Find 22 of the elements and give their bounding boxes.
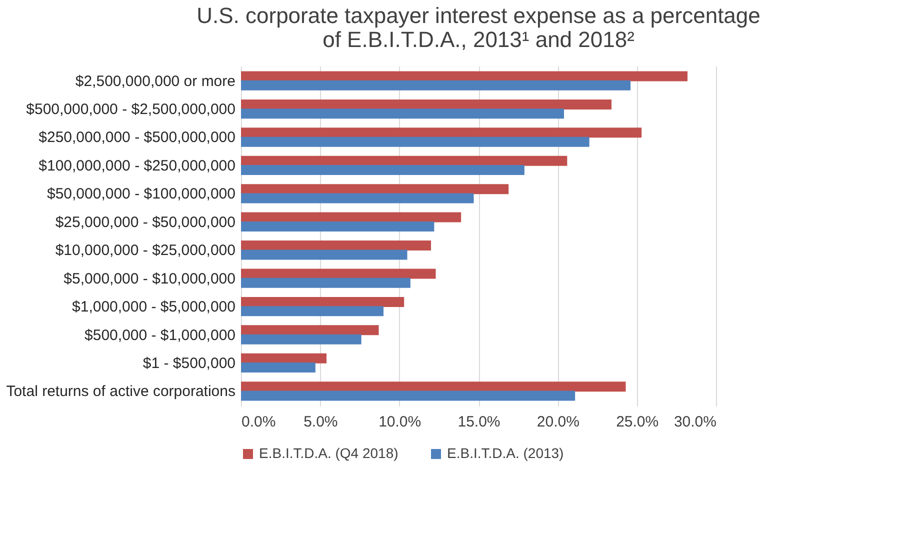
x-tick-label: 10.0%: [378, 414, 422, 430]
legend-label: E.B.I.T.D.A. (2013): [447, 445, 564, 461]
y-tick-label: $2,500,000,000 or more: [75, 72, 236, 90]
y-tick-label: $500,000 - $1,000,000: [84, 326, 236, 344]
y-tick-label: $500,000,000 - $2,500,000,000: [26, 101, 236, 118]
y-tick-label: Total returns of active corporations: [6, 383, 236, 400]
x-tick-label: 25.0%: [616, 414, 659, 430]
y-tick-label: $25,000,000 - $50,000,000: [55, 214, 236, 231]
y-tick-label: $1 - $500,000: [142, 354, 236, 372]
x-tick-label: 30.0%: [674, 414, 716, 430]
y-tick-label: $50,000,000 - $100,000,000: [46, 186, 236, 203]
x-tick-label: 0.0%: [242, 414, 276, 430]
y-tick-label: $100,000,000 - $250,000,000: [38, 157, 236, 174]
y-tick-label: $250,000,000 - $500,000,000: [38, 129, 236, 146]
y-tick-label: $1,000,000 - $5,000,000: [72, 298, 236, 316]
x-tick-label: 20.0%: [536, 414, 580, 430]
y-tick-label: $10,000,000 - $25,000,000: [55, 242, 236, 260]
y-tick-label: $5,000,000 - $10,000,000: [64, 270, 236, 288]
legend-label: E.B.I.T.D.A. (Q4 2018): [259, 445, 398, 461]
x-tick-label: 5.0%: [304, 414, 338, 430]
x-tick-label: 15.0%: [458, 414, 500, 430]
chart-title: U.S. corporate taxpayer interest expense as a percentage of E.B.I.T.D.A., 2013¹ and 2018²: [196, 3, 760, 52]
